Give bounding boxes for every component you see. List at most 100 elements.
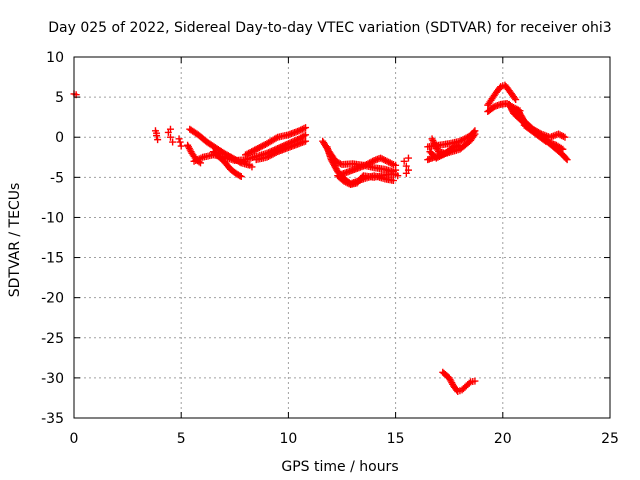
data-point — [248, 148, 256, 156]
data-point — [404, 154, 412, 162]
data-point — [394, 172, 402, 180]
x-axis-label: GPS time / hours — [281, 459, 398, 475]
data-point — [511, 94, 519, 102]
data-point — [563, 156, 571, 164]
data-point — [364, 160, 372, 168]
y-tick-label: 5 — [55, 90, 64, 106]
data-point — [300, 132, 308, 140]
y-tick-label: -25 — [41, 331, 64, 347]
data-point — [236, 172, 244, 180]
data-point — [249, 147, 257, 155]
y-tick-label: 0 — [55, 130, 64, 146]
data-point — [251, 146, 259, 154]
y-tick-label: 10 — [46, 50, 64, 66]
data-point — [298, 125, 306, 133]
data-point — [471, 377, 479, 385]
data-point — [561, 133, 569, 141]
data-point — [429, 136, 437, 144]
data-point — [154, 136, 162, 144]
data-point — [562, 154, 570, 162]
y-tick-label: -10 — [41, 210, 64, 226]
data-point — [335, 159, 343, 167]
data-point — [243, 150, 251, 158]
data-point — [446, 147, 454, 155]
data-point — [195, 158, 203, 166]
y-tick-label: -15 — [41, 251, 64, 267]
data-point — [248, 163, 256, 171]
x-tick-label: 25 — [601, 431, 619, 447]
data-point — [366, 159, 374, 167]
data-point — [300, 124, 308, 132]
x-tick-label: 15 — [387, 431, 405, 447]
y-tick-label: -5 — [50, 170, 64, 186]
data-point — [264, 152, 272, 160]
data-point — [378, 155, 386, 163]
data-point — [428, 135, 436, 143]
data-point — [381, 156, 389, 164]
data-point — [260, 141, 268, 149]
data-point — [272, 148, 280, 156]
data-point — [252, 145, 260, 153]
data-point — [153, 129, 161, 137]
data-point — [169, 138, 177, 146]
data-point — [447, 146, 455, 154]
data-point — [386, 159, 394, 167]
y-tick-label: -30 — [41, 371, 64, 387]
data-point — [359, 162, 367, 170]
data-point — [177, 142, 185, 150]
data-point — [302, 131, 310, 139]
data-point — [369, 157, 377, 165]
data-point — [377, 154, 385, 162]
data-point — [389, 177, 397, 185]
data-point — [385, 158, 393, 166]
data-point — [436, 152, 444, 160]
data-point — [258, 142, 266, 150]
x-tick-label: 20 — [494, 431, 512, 447]
chart-title: Day 025 of 2022, Sidereal Day-to-day VTE… — [48, 20, 611, 36]
data-point — [457, 136, 465, 144]
data-point — [402, 162, 410, 170]
y-tick-label: -35 — [41, 411, 64, 427]
data-point — [340, 177, 348, 185]
data-point — [246, 148, 254, 156]
grid — [74, 57, 610, 418]
data-point — [432, 143, 440, 151]
data-point — [297, 126, 305, 134]
data-point — [266, 152, 274, 160]
data-point — [400, 157, 408, 165]
data-point — [363, 160, 371, 168]
data-point — [461, 135, 469, 143]
data-point — [433, 144, 441, 152]
data-point — [402, 169, 410, 177]
data-point — [430, 138, 438, 146]
y-axis-label: SDTVAR / TECUs — [7, 183, 23, 298]
data-point — [557, 144, 565, 152]
data-point — [196, 159, 204, 167]
data-point — [558, 132, 566, 140]
x-tick-label: 0 — [70, 431, 79, 447]
data-point — [166, 133, 174, 141]
data-point — [254, 144, 262, 152]
data-point — [470, 132, 478, 140]
data-point — [512, 96, 520, 104]
data-point — [380, 156, 388, 164]
data-point — [242, 151, 250, 159]
data-point — [432, 154, 440, 162]
data-point — [176, 138, 184, 146]
data-point — [367, 158, 375, 166]
axis-ticks — [73, 56, 611, 419]
data-point — [559, 132, 567, 140]
data-point — [342, 178, 350, 186]
data-point — [559, 145, 567, 153]
data-point — [456, 141, 464, 149]
data-point — [556, 131, 564, 139]
data-point — [434, 153, 442, 161]
data-point — [437, 152, 445, 160]
data-point — [257, 143, 265, 151]
y-tick-label: -20 — [41, 291, 64, 307]
data-point — [302, 137, 310, 145]
data-point — [237, 173, 245, 181]
data-point — [555, 130, 563, 138]
data-marks — [70, 81, 571, 396]
